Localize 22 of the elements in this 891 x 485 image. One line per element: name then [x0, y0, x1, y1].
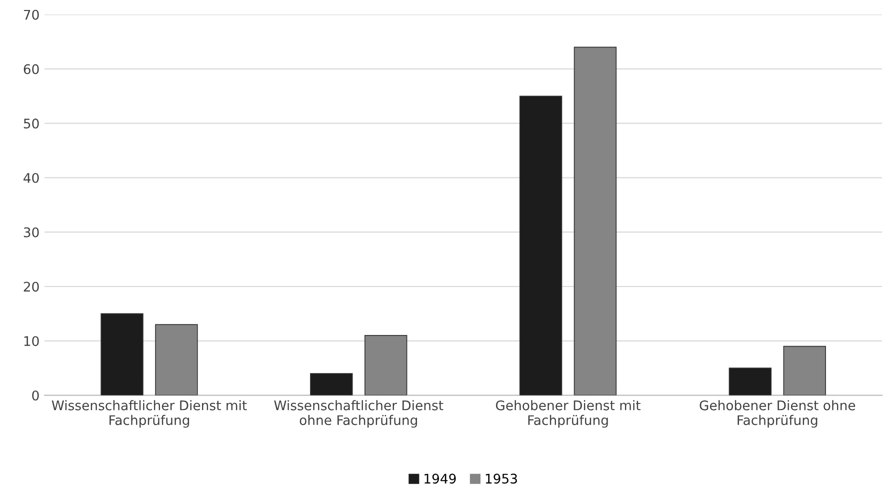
y-tick-label: 10: [24, 336, 39, 346]
y-tick-label: 30: [24, 227, 39, 238]
bar: [574, 46, 617, 396]
y-tick-label: 60: [24, 64, 39, 74]
legend-label: 1949: [424, 474, 456, 484]
y-tick-label: 50: [24, 118, 39, 129]
bar: [519, 96, 562, 396]
x-tick-label: Wissenschaftlicher Dienst mit Fachprüfung: [52, 400, 247, 428]
y-tick-label: 0: [32, 390, 39, 400]
bar: [155, 324, 198, 396]
legend-label: 1953: [486, 474, 517, 484]
y-tick-label: 70: [24, 10, 39, 20]
x-tick-label: Gehobener Dienst ohne Fachprüfung: [700, 400, 856, 428]
bar: [100, 313, 144, 396]
x-tick-label: Gehobener Dienst mit Fachprüfung: [496, 400, 640, 428]
bar: [310, 373, 353, 396]
bar: [728, 368, 772, 396]
y-tick-label: 20: [24, 282, 39, 292]
bar: [783, 346, 826, 396]
y-tick-label: 40: [24, 172, 39, 183]
bar: [364, 335, 408, 396]
x-tick-label: Wissenschaftlicher Dienst ohne Fachprüfung: [274, 400, 444, 428]
